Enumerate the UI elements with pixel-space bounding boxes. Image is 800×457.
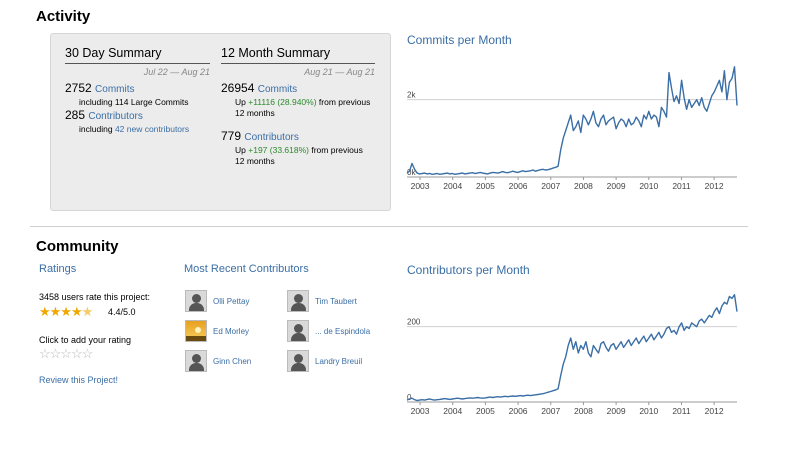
x-tick-label: 2008 bbox=[574, 181, 593, 191]
contributors-30-link[interactable]: Contributors bbox=[88, 111, 143, 122]
contributor-item[interactable]: Ed Morley bbox=[185, 320, 249, 342]
summary-30-title: 30 Day Summary bbox=[65, 46, 210, 64]
x-tick-label: 2010 bbox=[639, 406, 658, 416]
commits-12-change: Up +11116 (28.940%) from previous 12 mon… bbox=[221, 97, 375, 119]
contributor-item[interactable]: Landry Breuil bbox=[287, 350, 362, 372]
contributors-12-up-suffix2: 12 months bbox=[235, 156, 275, 166]
x-tick-label: 2005 bbox=[476, 406, 495, 416]
commits-chart-title: Commits per Month bbox=[407, 33, 512, 47]
contributors-12-link[interactable]: Contributors bbox=[244, 132, 299, 143]
contributor-name[interactable]: Tim Taubert bbox=[315, 296, 357, 306]
rating-score: 4.4/5.0 bbox=[108, 307, 136, 317]
x-tick-label: 2005 bbox=[476, 181, 495, 191]
x-tick-label: 2006 bbox=[509, 181, 528, 191]
contributors-30-count: 285 bbox=[65, 108, 86, 122]
avatar bbox=[185, 290, 207, 312]
x-tick-label: 2012 bbox=[705, 181, 724, 191]
contributor-name[interactable]: Ginn Chen bbox=[213, 356, 252, 366]
contributor-name[interactable]: Olli Pettay bbox=[213, 296, 250, 306]
community-heading: Community bbox=[36, 238, 119, 255]
contributors-30-detail: including 42 new contributors bbox=[65, 124, 210, 135]
summary-30-range: Jul 22 — Aug 21 bbox=[143, 67, 210, 77]
y-tick-label: 0 bbox=[407, 393, 412, 402]
x-tick-label: 2009 bbox=[607, 181, 626, 191]
recent-contributors-title: Most Recent Contributors bbox=[184, 263, 309, 275]
summary-12-month: 12 Month Summary Aug 21 — Aug 21 26954 C… bbox=[221, 46, 375, 167]
x-tick-label: 2010 bbox=[639, 181, 658, 191]
commits-30-detail: including 114 Large Commits bbox=[79, 97, 189, 107]
contributors-12-change: Up +197 (33.618%) from previous 12 month… bbox=[221, 145, 375, 167]
contributor-name[interactable]: Landry Breuil bbox=[315, 356, 363, 366]
summary-12-range: Aug 21 — Aug 21 bbox=[304, 67, 375, 77]
commits-12-link[interactable]: Commits bbox=[257, 84, 298, 95]
contributor-item[interactable]: Ginn Chen bbox=[185, 350, 251, 372]
contributors-12-stat: 779 Contributors bbox=[221, 129, 375, 145]
new-contributors-link[interactable]: 42 new contributors bbox=[114, 124, 190, 134]
commits-12-up-suffix2: 12 months bbox=[235, 108, 275, 118]
avatar bbox=[287, 350, 309, 372]
section-divider bbox=[30, 226, 748, 227]
average-rating-stars: ★★★★★ bbox=[39, 304, 93, 319]
x-tick-label: 2003 bbox=[411, 181, 430, 191]
commits-12-count: 26954 bbox=[221, 81, 255, 95]
add-rating-text: Click to add your rating bbox=[39, 335, 132, 345]
avatar bbox=[185, 350, 207, 372]
x-tick-label: 2003 bbox=[411, 406, 430, 416]
x-tick-label: 2012 bbox=[705, 406, 724, 416]
x-tick-label: 2008 bbox=[574, 406, 593, 416]
commits-12-stat: 26954 Commits bbox=[221, 81, 375, 97]
series-line bbox=[406, 293, 738, 402]
contributor-item[interactable]: Olli Pettay bbox=[185, 290, 249, 312]
commits-per-month-chart: 0k 2k 2003 2004 2005 2006 2007 2008 2009 2010 2011… bbox=[406, 66, 738, 191]
contributor-item[interactable]: Tim Taubert bbox=[287, 290, 357, 312]
avatar bbox=[185, 320, 207, 342]
user-rating-stars[interactable]: ☆☆☆☆☆ bbox=[39, 346, 93, 361]
x-tick-label: 2011 bbox=[672, 406, 691, 416]
summary-12-title: 12 Month Summary bbox=[221, 46, 375, 64]
contributor-item[interactable]: ... de Espindola bbox=[287, 320, 370, 342]
avatar bbox=[287, 320, 309, 342]
x-tick-label: 2006 bbox=[509, 406, 528, 416]
review-project-link[interactable]: Review this Project! bbox=[39, 375, 119, 385]
summary-box: 30 Day Summary Jul 22 — Aug 21 2752 Comm… bbox=[50, 33, 391, 211]
commits-12-up-value: +11116 (28.940%) bbox=[248, 97, 317, 107]
activity-heading: Activity bbox=[36, 8, 91, 25]
commits-30-stat: 2752 Commits bbox=[65, 81, 210, 97]
x-tick-label: 2004 bbox=[443, 406, 462, 416]
y-tick-label: 0k bbox=[407, 168, 416, 177]
series-line bbox=[406, 66, 738, 176]
x-tick-label: 2004 bbox=[443, 181, 462, 191]
y-tick-label: 200 bbox=[407, 318, 421, 327]
y-tick-label: 2k bbox=[407, 91, 416, 100]
x-tick-label: 2009 bbox=[607, 406, 626, 416]
contributors-12-up-suffix: from previous bbox=[311, 145, 363, 155]
contributors-12-up-prefix: Up bbox=[235, 145, 246, 155]
commits-12-up-suffix: from previous bbox=[318, 97, 371, 107]
contributor-name[interactable]: Ed Morley bbox=[213, 326, 250, 336]
summary-30-day: 30 Day Summary Jul 22 — Aug 21 2752 Comm… bbox=[65, 46, 210, 135]
contributors-30-stat: 285 Contributors bbox=[65, 108, 210, 124]
commits-30-count: 2752 bbox=[65, 81, 92, 95]
x-tick-label: 2007 bbox=[541, 181, 560, 191]
contributors-12-count: 779 bbox=[221, 129, 242, 143]
ratings-title: Ratings bbox=[39, 263, 77, 275]
contributor-name[interactable]: ... de Espindola bbox=[315, 326, 371, 336]
contributors-30-detail-prefix: including bbox=[79, 124, 113, 134]
x-tick-label: 2011 bbox=[672, 181, 691, 191]
contributors-per-month-chart: 0 200 2003 2004 2005 2006 2007 2008 2009 2010 2011… bbox=[406, 293, 738, 416]
contributors-12-up-value: +197 (33.618%) bbox=[248, 145, 309, 155]
rating-summary-text: 3458 users rate this project: bbox=[39, 292, 151, 302]
avatar bbox=[287, 290, 309, 312]
x-tick-label: 2007 bbox=[541, 406, 560, 416]
commits-12-up-prefix: Up bbox=[235, 97, 246, 107]
commits-30-link[interactable]: Commits bbox=[95, 84, 135, 95]
contributors-chart-title: Contributors per Month bbox=[407, 263, 530, 277]
